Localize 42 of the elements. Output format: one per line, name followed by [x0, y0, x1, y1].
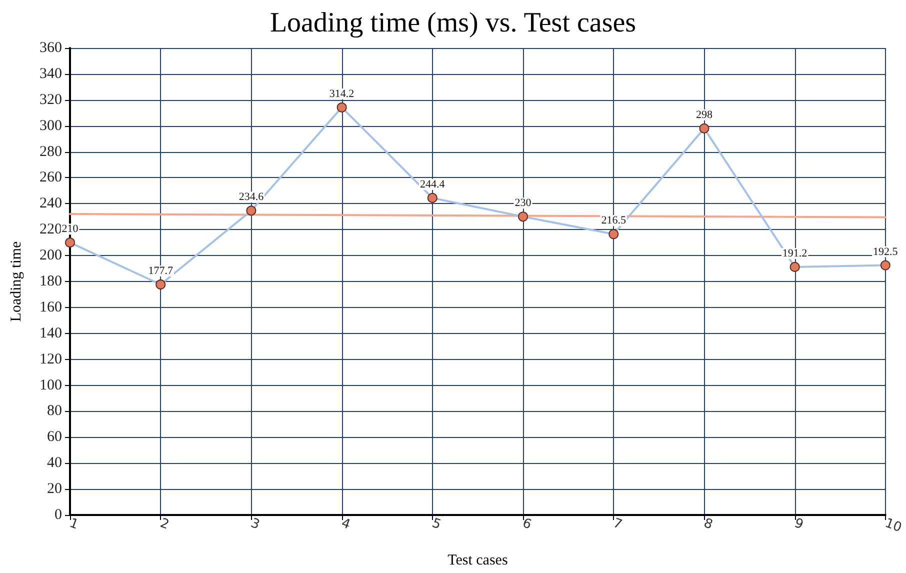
- data-label: 298: [696, 108, 713, 121]
- y-tick-label: 40: [47, 455, 62, 472]
- y-tick-label: 180: [40, 274, 62, 290]
- data-label: 230: [514, 197, 532, 210]
- y-tick-label: 60: [47, 429, 62, 446]
- x-tick-label: 3: [248, 516, 262, 533]
- x-tick-label: 2: [158, 516, 171, 533]
- y-tick-label: 120: [40, 351, 62, 368]
- data-label: 234.6: [238, 191, 264, 204]
- x-tick-label: 4: [339, 516, 352, 533]
- y-tick-label: 340: [40, 66, 62, 82]
- y-tick-label: 260: [40, 170, 62, 186]
- x-axis-title: Test cases: [448, 552, 508, 568]
- y-tick-label: 80: [47, 403, 62, 420]
- chart-title: Loading time (ms) vs. Test cases: [270, 8, 636, 38]
- x-tick-label: 10: [882, 516, 904, 536]
- y-tick-label: 20: [47, 481, 62, 498]
- y-axis-title: Loading time: [8, 240, 24, 322]
- data-label: 192.5: [873, 246, 898, 258]
- y-tick-label: 220: [40, 222, 62, 238]
- y-tick-label: 0: [54, 507, 62, 523]
- y-tick-label: 200: [40, 248, 62, 264]
- x-tick-label: 9: [792, 516, 806, 533]
- y-tick-label: 280: [40, 144, 62, 160]
- y-tick-label: 240: [40, 196, 62, 212]
- data-label: 314.2: [329, 88, 354, 100]
- data-label: 177.7: [148, 264, 174, 277]
- y-tick-label: 100: [40, 377, 62, 394]
- x-tick-label: 6: [520, 516, 534, 533]
- y-tick-label: 320: [40, 92, 62, 108]
- data-label: 210: [62, 223, 79, 236]
- x-tick-label: 7: [611, 516, 624, 533]
- x-tick-label: 8: [702, 516, 715, 533]
- y-tick-label: 360: [40, 40, 62, 56]
- data-label: 244.4: [420, 178, 446, 190]
- x-tick-label: 1: [67, 516, 80, 533]
- y-tick-label: 160: [40, 299, 62, 316]
- data-label: 191.2: [782, 247, 808, 260]
- data-label: 216.5: [601, 214, 626, 227]
- x-tick-label: 5: [430, 516, 443, 533]
- y-tick-label: 140: [40, 325, 62, 342]
- y-tick-label: 300: [40, 118, 62, 134]
